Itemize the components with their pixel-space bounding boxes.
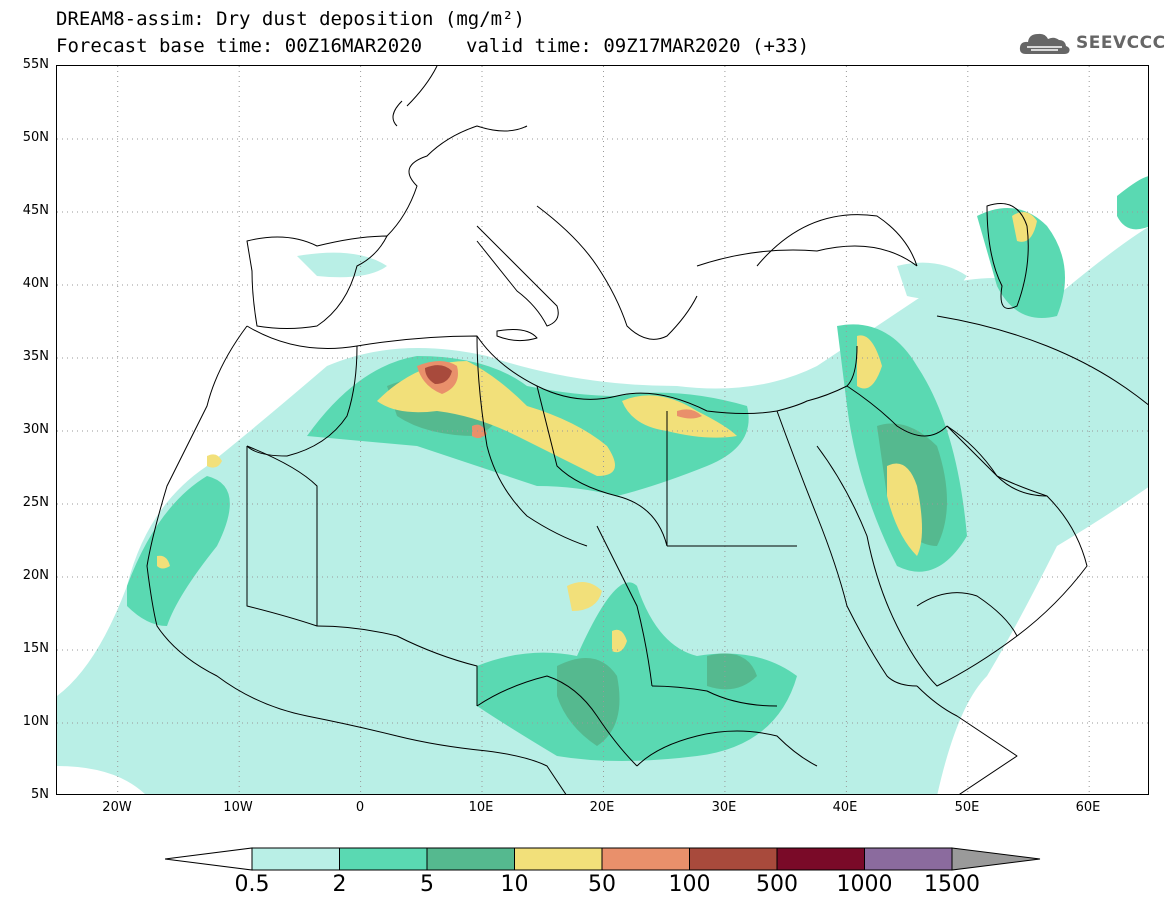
lon-label-20w: 20W bbox=[102, 800, 132, 815]
base-time: Forecast base time: 00Z16MAR2020 bbox=[56, 35, 423, 57]
colorbar-label-0.5: 0.5 bbox=[234, 872, 270, 897]
lon-label-20e: 20E bbox=[589, 800, 615, 815]
lon-label-50e: 50E bbox=[954, 800, 980, 815]
colorbar-label-50: 50 bbox=[588, 872, 616, 897]
logo-text: SEEVCCC bbox=[1076, 33, 1165, 53]
colorbar-label-5: 5 bbox=[420, 872, 434, 897]
map-svg bbox=[57, 66, 1148, 794]
colorbar-bin-1 bbox=[339, 847, 428, 871]
coastlines bbox=[146, 66, 1148, 794]
cloud-icon bbox=[1019, 33, 1070, 54]
colorbar-label-2: 2 bbox=[332, 872, 347, 897]
lat-label-45n: 45N bbox=[22, 203, 49, 218]
colorbar-over-arrow bbox=[951, 847, 1041, 871]
colorbar-bin-7 bbox=[864, 847, 953, 871]
lat-label-5n: 5N bbox=[31, 787, 49, 802]
lat-label-35n: 35N bbox=[22, 349, 49, 364]
lon-label-40e: 40E bbox=[832, 800, 858, 815]
lat-label-55n: 55N bbox=[22, 57, 49, 72]
map-subtitle: Forecast base time: 00Z16MAR2020 valid ti… bbox=[56, 35, 809, 57]
colorbar-label-1500: 1500 bbox=[924, 872, 980, 897]
colorbar-bin-0 bbox=[251, 847, 340, 871]
lon-label-10w: 10W bbox=[223, 800, 253, 815]
lat-label-20n: 20N bbox=[22, 568, 49, 583]
lat-label-40n: 40N bbox=[22, 276, 49, 291]
dust-layer-100 bbox=[425, 365, 452, 384]
colorbar-bin-4 bbox=[601, 847, 690, 871]
colorbar-label-10: 10 bbox=[500, 872, 529, 897]
colorbar-bin-2 bbox=[426, 847, 515, 871]
lat-label-25n: 25N bbox=[22, 495, 49, 510]
colorbar-bin-6 bbox=[776, 847, 865, 871]
colorbar-bin-5 bbox=[689, 847, 778, 871]
lat-label-50n: 50N bbox=[22, 130, 49, 145]
colorbar-bin-3 bbox=[514, 847, 603, 871]
colorbar-label-500: 500 bbox=[756, 872, 798, 897]
colorbar-under-arrow bbox=[165, 847, 253, 871]
lat-label-10n: 10N bbox=[22, 714, 49, 729]
seevccc-logo: SEEVCCC bbox=[1018, 30, 1165, 56]
lon-label-0: 0 bbox=[355, 800, 365, 815]
map-title: DREAM8-assim: Dry dust deposition (mg/m²… bbox=[56, 8, 525, 30]
lon-label-10e: 10E bbox=[468, 800, 494, 815]
valid-time: valid time: 09Z17MAR2020 (+33) bbox=[466, 35, 810, 57]
lon-label-30e: 30E bbox=[711, 800, 737, 815]
lat-label-30n: 30N bbox=[22, 422, 49, 437]
map-area bbox=[56, 65, 1149, 795]
lon-label-60e: 60E bbox=[1075, 800, 1101, 815]
colorbar bbox=[165, 847, 1041, 871]
colorbar-label-1000: 1000 bbox=[836, 872, 893, 897]
lat-label-15n: 15N bbox=[22, 641, 49, 656]
colorbar-label-100: 100 bbox=[668, 872, 711, 897]
